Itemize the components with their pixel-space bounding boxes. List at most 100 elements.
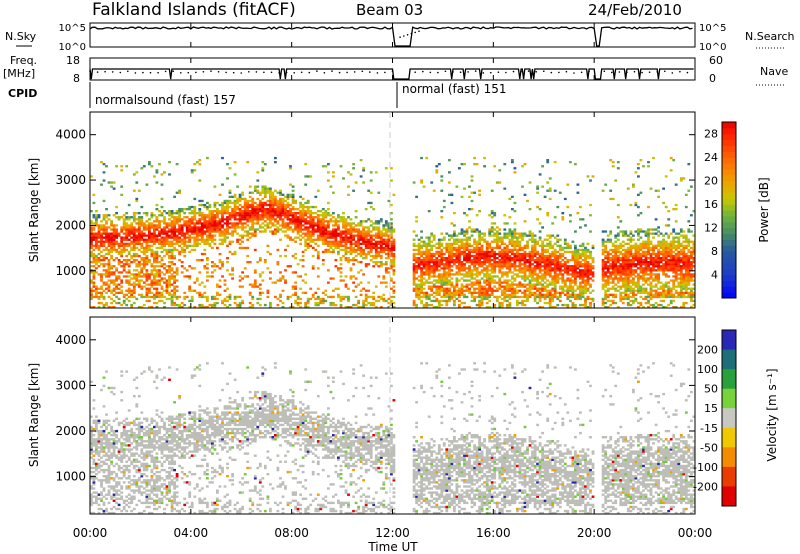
power-cell: [442, 265, 446, 268]
power-cell: [379, 281, 383, 284]
power-cell: [142, 273, 146, 276]
power-cell: [498, 281, 502, 284]
power-cell: [500, 303, 504, 307]
power-cell: [533, 265, 537, 268]
power-cell: [460, 283, 464, 286]
power-cell: [274, 161, 277, 164]
power-cell: [579, 275, 582, 278]
power-cell: [140, 234, 144, 237]
power-cell: [246, 234, 250, 237]
power-cell: [369, 244, 373, 247]
power-cell: [327, 222, 330, 225]
power-cell: [569, 295, 572, 299]
power-cell: [579, 295, 582, 299]
power-cell: [105, 220, 108, 223]
power-cell: [263, 201, 267, 205]
power-cell: [140, 242, 144, 245]
power-cell: [170, 228, 174, 231]
power-cell: [296, 222, 300, 225]
power-cell: [226, 218, 229, 221]
power-cell: [324, 212, 328, 215]
power-cell: [541, 244, 544, 247]
power-cell: [137, 189, 141, 192]
power-cell: [604, 248, 608, 252]
power-cell: [321, 259, 325, 262]
power-cell: [468, 306, 471, 309]
power-cell: [102, 297, 106, 301]
power-cell: [516, 269, 519, 272]
power-cell: [422, 265, 426, 268]
power-cell: [155, 295, 159, 299]
power-cell: [440, 263, 444, 266]
power-cell: [100, 236, 103, 239]
power-cell: [168, 265, 171, 268]
power-cell: [304, 301, 308, 305]
power-cell: [319, 214, 323, 217]
power-cell: [198, 271, 202, 274]
power-cell: [533, 269, 537, 272]
power-cell: [548, 189, 552, 192]
power-cell: [412, 289, 416, 292]
power-cell: [604, 265, 608, 268]
power-cell: [470, 254, 474, 258]
power-cell: [107, 236, 111, 239]
power-cell: [316, 220, 320, 223]
power-cell: [170, 283, 174, 286]
power-cell: [379, 306, 383, 309]
power-cell: [498, 287, 502, 290]
power-cell: [95, 222, 98, 225]
power-cell: [195, 240, 199, 243]
power-cell: [105, 232, 108, 235]
power-cell: [480, 246, 484, 250]
power-cell: [513, 210, 517, 213]
power-cell: [316, 236, 320, 239]
power-cell: [135, 228, 139, 231]
power-cell: [241, 285, 244, 288]
power-cell: [173, 234, 176, 237]
power-cell: [241, 246, 244, 250]
power-cell: [495, 234, 499, 237]
power-cell: [271, 230, 275, 233]
nave-dot: [323, 72, 326, 74]
power-cell: [526, 242, 529, 245]
power-cell: [448, 293, 451, 296]
power-cell: [208, 216, 212, 219]
power-cell: [493, 234, 497, 237]
power-cell: [533, 242, 537, 245]
nave-dot: [512, 70, 515, 73]
power-cell: [430, 252, 434, 256]
power-cell: [432, 254, 436, 258]
power-cell: [112, 281, 116, 284]
power-cell: [132, 295, 136, 299]
power-cell: [165, 297, 169, 301]
power-cell: [253, 208, 257, 211]
power-cell: [349, 222, 353, 225]
power-cell: [110, 232, 113, 235]
power-cell: [274, 189, 277, 192]
power-cell: [274, 228, 277, 231]
power-cell: [558, 267, 562, 270]
power-cell: [291, 214, 295, 217]
power-cell: [218, 222, 222, 225]
power-cell: [543, 277, 547, 280]
power-cell: [304, 210, 308, 213]
power-cell: [526, 293, 529, 296]
power-cell: [258, 201, 262, 205]
power-cell: [357, 234, 360, 237]
power-cell: [309, 205, 313, 209]
power-cell: [563, 250, 567, 254]
power-cell: [125, 271, 129, 274]
power-cell: [432, 306, 436, 309]
power-cell: [586, 267, 590, 270]
power-cell: [155, 171, 159, 174]
power-cell: [294, 287, 297, 290]
power-cell: [581, 252, 585, 256]
nave-dot: [671, 72, 674, 74]
power-cell: [566, 306, 570, 309]
power-cell: [548, 240, 552, 243]
power-cell: [516, 295, 519, 299]
power-cell: [306, 297, 310, 301]
power-cell: [327, 240, 330, 243]
power-cell: [115, 285, 118, 288]
power-cell: [415, 295, 418, 299]
